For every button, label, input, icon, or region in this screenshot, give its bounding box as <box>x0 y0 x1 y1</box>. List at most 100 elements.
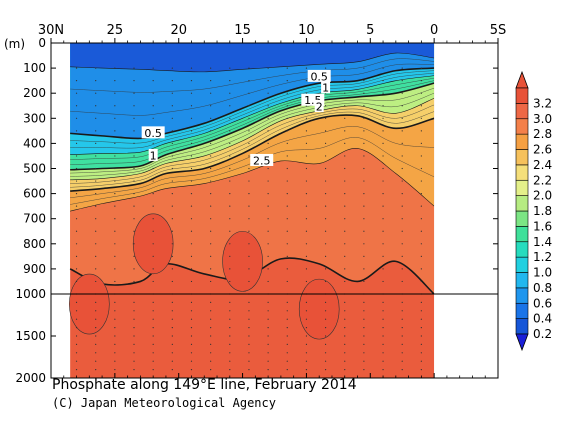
station-dot <box>210 335 212 337</box>
station-dot <box>114 167 116 170</box>
isoline-fine <box>70 80 435 165</box>
station-dot <box>401 205 403 207</box>
station-dot <box>229 301 231 303</box>
station-dot <box>210 117 212 119</box>
station-dot <box>229 155 231 157</box>
station-dot <box>114 335 116 337</box>
station-dot <box>363 193 365 195</box>
station-dot <box>401 130 403 132</box>
colorbar-label: 2.0 <box>533 189 552 203</box>
station-dot <box>344 369 346 371</box>
station-dot <box>267 130 269 132</box>
x-tick-label: 5 <box>366 23 374 38</box>
station-dot <box>382 301 384 303</box>
station-dot <box>248 369 250 371</box>
station-dot <box>95 360 97 362</box>
station-dot <box>229 243 231 245</box>
station-dot <box>171 180 173 182</box>
station-dot <box>190 318 193 320</box>
station-dot <box>324 193 327 195</box>
station-dots <box>75 67 422 371</box>
contour-label-bg <box>250 153 274 166</box>
station-dot <box>114 280 116 283</box>
colorbar-swatch <box>515 302 529 319</box>
y-tick-label: 300 <box>23 111 46 125</box>
plot-frame <box>50 42 499 379</box>
station-dot <box>210 218 212 220</box>
station-dot <box>382 130 384 132</box>
station-dot <box>420 369 422 371</box>
station-dot <box>133 105 135 107</box>
station-dot <box>305 301 308 303</box>
station-dot <box>171 193 173 195</box>
station-dot <box>229 142 231 144</box>
station-dot <box>344 92 346 94</box>
x-tick-label: 25 <box>107 23 124 38</box>
station-dot <box>152 255 154 257</box>
station-dot <box>229 180 231 182</box>
station-dot <box>152 193 154 195</box>
station-dot <box>190 155 193 157</box>
station-dot <box>248 343 250 345</box>
station-dot <box>133 310 135 312</box>
station-dot <box>171 142 173 144</box>
station-dot <box>286 105 288 107</box>
station-dot <box>114 301 116 303</box>
station-dot <box>229 92 231 94</box>
station-dot <box>133 318 135 320</box>
station-dot <box>363 230 365 232</box>
station-dot <box>363 218 365 220</box>
station-dot <box>324 335 327 337</box>
station-dot <box>382 142 384 144</box>
station-dot <box>344 268 346 270</box>
station-dot <box>344 193 346 195</box>
station-dot <box>305 280 308 283</box>
no-data-area <box>434 43 498 378</box>
station-dot <box>152 67 154 69</box>
station-dot <box>114 130 116 132</box>
station-dot <box>286 352 288 354</box>
station-dot <box>382 255 384 257</box>
station-dot <box>286 80 288 82</box>
station-dot <box>114 180 116 182</box>
station-dot <box>152 218 154 220</box>
station-dot <box>305 327 308 329</box>
station-dot <box>75 130 78 132</box>
colorbar-swatch <box>515 272 529 289</box>
station-dot <box>401 335 403 337</box>
colorbar-label: 2.6 <box>533 143 552 157</box>
station-dot <box>267 205 269 207</box>
station-dot <box>133 167 135 170</box>
contour-label: 0.5 <box>310 70 328 83</box>
station-dot <box>75 310 78 312</box>
station-dot <box>95 268 97 270</box>
station-dot <box>152 117 154 119</box>
station-dot <box>363 105 365 107</box>
station-dot <box>324 117 327 119</box>
station-dot <box>382 193 384 195</box>
y-tick-label: 200 <box>23 86 46 100</box>
station-dot <box>171 243 173 245</box>
station-dot <box>267 167 269 170</box>
station-dot <box>401 352 403 354</box>
station-dot <box>95 67 97 69</box>
station-dot <box>133 80 135 82</box>
station-dot <box>133 268 135 270</box>
station-dot <box>190 327 193 329</box>
station-dot <box>286 327 288 329</box>
station-dot <box>305 255 308 257</box>
station-dot <box>363 343 365 345</box>
station-dot <box>382 280 384 283</box>
station-dot <box>210 180 212 182</box>
isoline-fine <box>70 137 435 205</box>
station-dot <box>229 117 231 119</box>
station-dot <box>210 80 212 82</box>
station-dot <box>75 335 78 337</box>
station-dot <box>75 155 78 157</box>
station-dot <box>152 243 154 245</box>
station-dot <box>382 180 384 182</box>
station-dot <box>324 155 327 157</box>
station-dot <box>382 327 384 329</box>
station-dot <box>267 142 269 144</box>
colorbar-swatch <box>515 164 529 181</box>
